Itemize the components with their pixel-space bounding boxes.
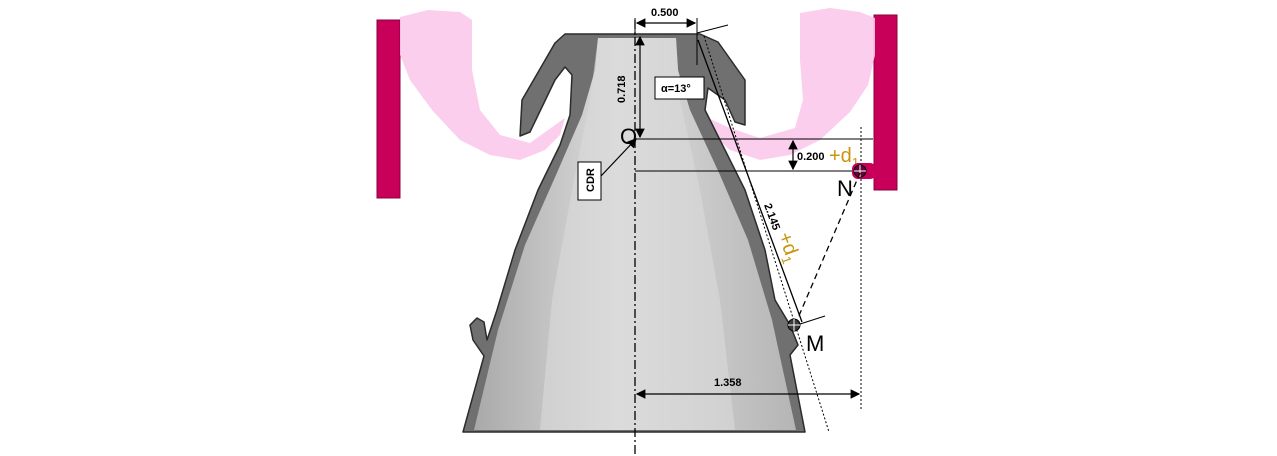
cdr-box bbox=[577, 161, 602, 201]
left-support-bar bbox=[376, 19, 401, 199]
offset-delta-sub: 1 bbox=[852, 155, 859, 170]
dim-radius-label: 1.358 bbox=[714, 377, 742, 389]
slant-delta: +d1 bbox=[770, 229, 804, 266]
angle-label: α=13° bbox=[661, 83, 691, 95]
mn-dashed-line bbox=[794, 172, 861, 326]
cdr-label: CDR bbox=[585, 168, 597, 192]
point-m-label: M bbox=[806, 331, 824, 356]
right-pink-arm bbox=[708, 8, 875, 160]
offset-delta: +d1 bbox=[829, 145, 859, 170]
offset-delta-plus: +d bbox=[829, 145, 852, 167]
point-o-label: O bbox=[620, 124, 637, 149]
left-pink-arm bbox=[400, 10, 565, 160]
point-n-label: N bbox=[837, 176, 853, 201]
right-support-bar bbox=[873, 14, 898, 191]
cdr-leader bbox=[600, 138, 637, 177]
slant-bottom-tick bbox=[796, 315, 826, 326]
angle-box bbox=[654, 76, 705, 100]
dim-height-label: 0.718 bbox=[616, 75, 628, 103]
slant-dotted bbox=[703, 35, 830, 433]
slant-delta-plus: +d bbox=[773, 229, 801, 258]
dim-top-width-label: 0.500 bbox=[651, 7, 679, 19]
dim-offset-label: 0.200 bbox=[797, 151, 825, 163]
nozzle-core bbox=[540, 38, 735, 430]
slant-top-tick bbox=[696, 24, 729, 34]
slant-delta-sub: 1 bbox=[778, 254, 795, 266]
